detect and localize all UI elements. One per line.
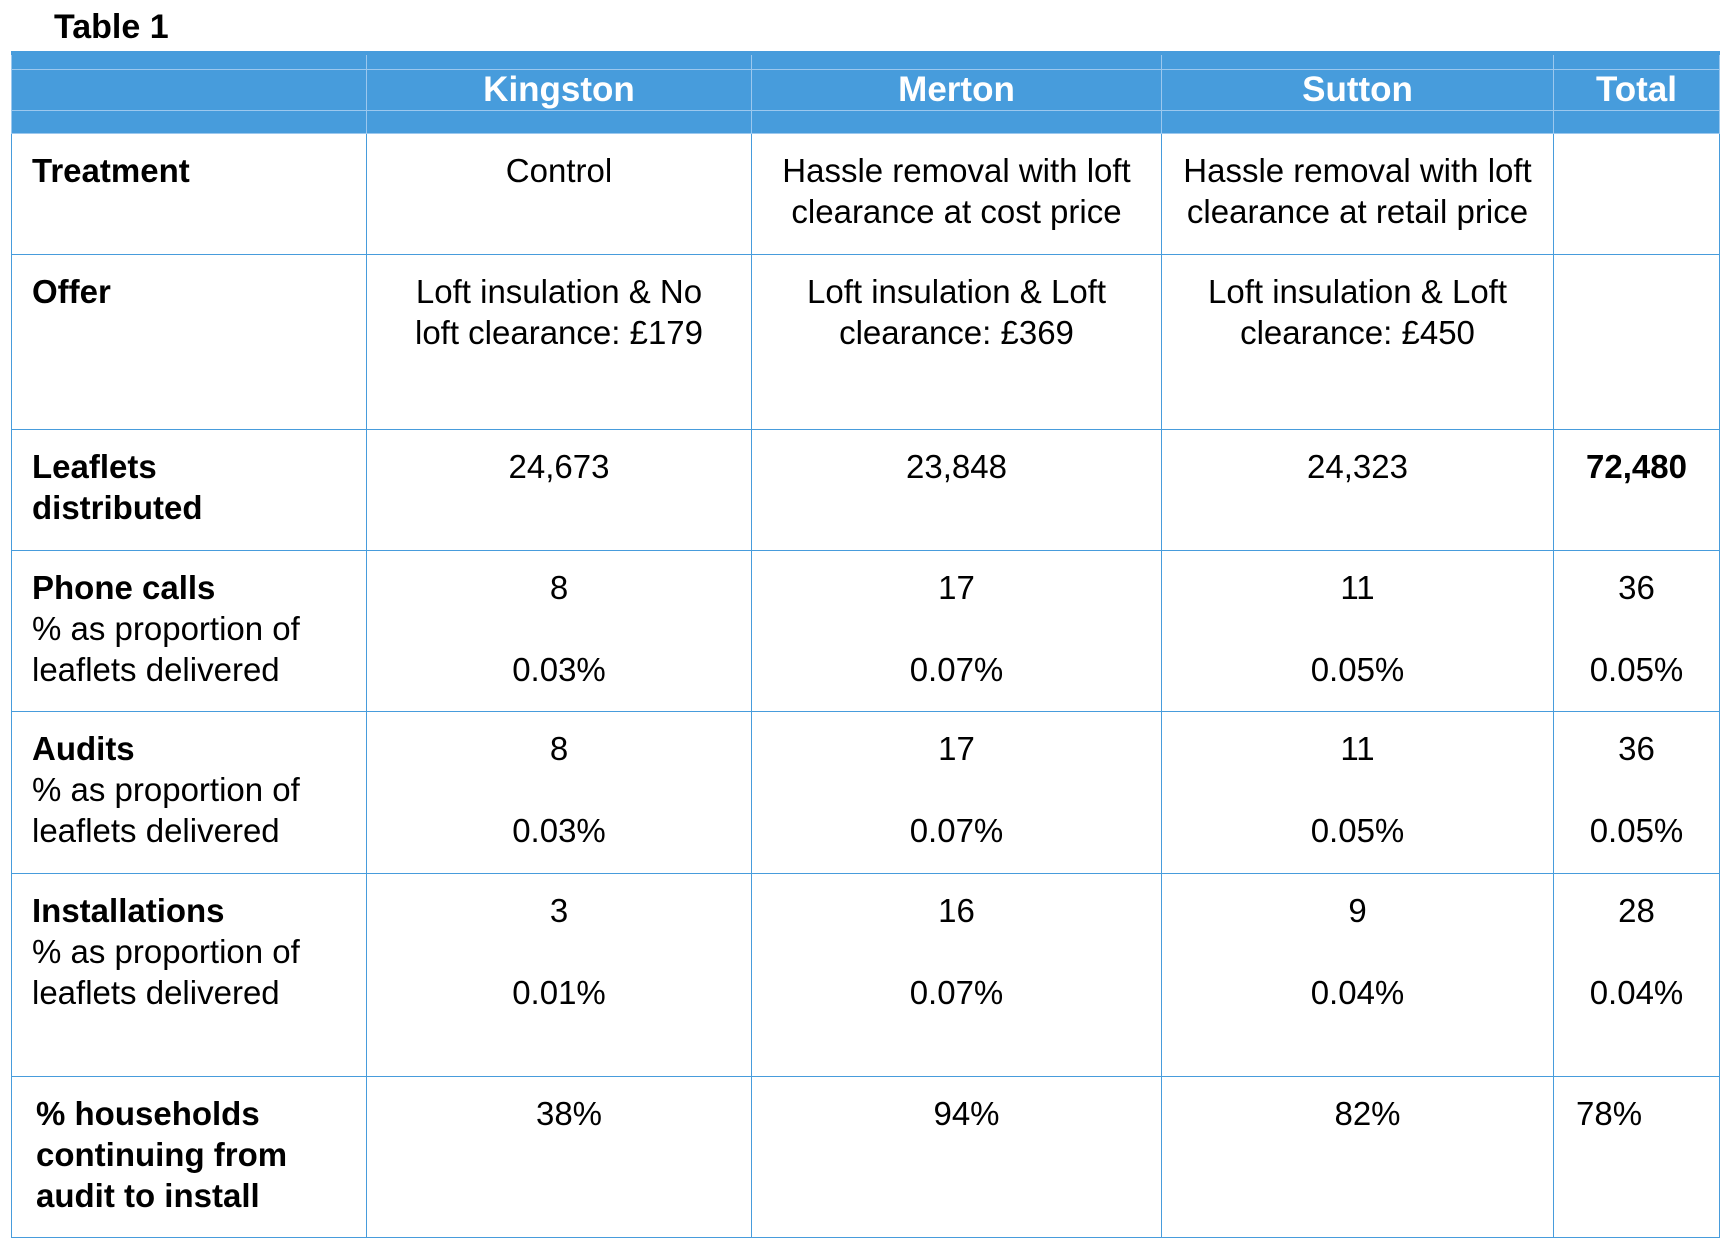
cell: 11 0.05% bbox=[1161, 550, 1554, 712]
header-row: Kingston Merton Sutton Total bbox=[11, 51, 1720, 134]
cell-total: 72,480 bbox=[1553, 429, 1720, 551]
cell bbox=[1553, 254, 1720, 430]
row-label: Offer bbox=[11, 254, 367, 430]
row-label: Audits% as proportion of leaflets delive… bbox=[11, 711, 367, 874]
cell: 82% bbox=[1161, 1076, 1554, 1238]
cell: 3 0.01% bbox=[366, 873, 752, 1077]
cell: 17 0.07% bbox=[751, 550, 1162, 712]
header-kingston: Kingston bbox=[366, 51, 752, 134]
table-row-offer: Offer Loft insulation & No loft clearanc… bbox=[11, 254, 1720, 430]
table-row-audits: Audits% as proportion of leaflets delive… bbox=[11, 711, 1720, 874]
table-row-installations: Installations% as proportion of leaflets… bbox=[11, 873, 1720, 1077]
header-merton: Merton bbox=[751, 51, 1162, 134]
cell: 38% bbox=[366, 1076, 752, 1238]
cell: 9 0.04% bbox=[1161, 873, 1554, 1077]
cell: 23,848 bbox=[751, 429, 1162, 551]
cell: 28 0.04% bbox=[1553, 873, 1720, 1077]
cell: Control bbox=[366, 133, 752, 255]
cell: Hassle removal with loft clearance at co… bbox=[751, 133, 1162, 255]
cell: Loft insulation & Loft clearance: £369 bbox=[751, 254, 1162, 430]
cell: 8 0.03% bbox=[366, 711, 752, 874]
cell: 24,323 bbox=[1161, 429, 1554, 551]
cell: Loft insulation & No loft clearance: £17… bbox=[366, 254, 752, 430]
cell: 36 0.05% bbox=[1553, 711, 1720, 874]
cell: 17 0.07% bbox=[751, 711, 1162, 874]
table-row-treatment: Treatment Control Hassle removal with lo… bbox=[11, 133, 1720, 255]
cell: 36 0.05% bbox=[1553, 550, 1720, 712]
cell: 16 0.07% bbox=[751, 873, 1162, 1077]
row-label: Installations% as proportion of leaflets… bbox=[11, 873, 367, 1077]
table-row-continuing: % households continuing from audit to in… bbox=[11, 1076, 1720, 1238]
cell: Hassle removal with loft clearance at re… bbox=[1161, 133, 1554, 255]
results-table: Kingston Merton Sutton Total Treatment C… bbox=[11, 51, 1720, 1238]
table-row-leaflets: Leaflets distributed 24,673 23,848 24,32… bbox=[11, 429, 1720, 551]
cell: 94% bbox=[751, 1076, 1162, 1238]
header-sutton: Sutton bbox=[1161, 51, 1554, 134]
table-row-phone-calls: Phone calls% as proportion of leaflets d… bbox=[11, 550, 1720, 712]
cell: Loft insulation & Loft clearance: £450 bbox=[1161, 254, 1554, 430]
row-label: % households continuing from audit to in… bbox=[11, 1076, 367, 1238]
row-label: Treatment bbox=[11, 133, 367, 255]
table-title: Table 1 bbox=[54, 8, 169, 46]
row-label: Leaflets distributed bbox=[11, 429, 367, 551]
cell: 24,673 bbox=[366, 429, 752, 551]
cell: 78% bbox=[1553, 1076, 1720, 1238]
header-total: Total bbox=[1553, 51, 1720, 134]
cell bbox=[1553, 133, 1720, 255]
header-cell-empty bbox=[11, 51, 367, 134]
cell: 11 0.05% bbox=[1161, 711, 1554, 874]
cell: 8 0.03% bbox=[366, 550, 752, 712]
row-label: Phone calls% as proportion of leaflets d… bbox=[11, 550, 367, 712]
